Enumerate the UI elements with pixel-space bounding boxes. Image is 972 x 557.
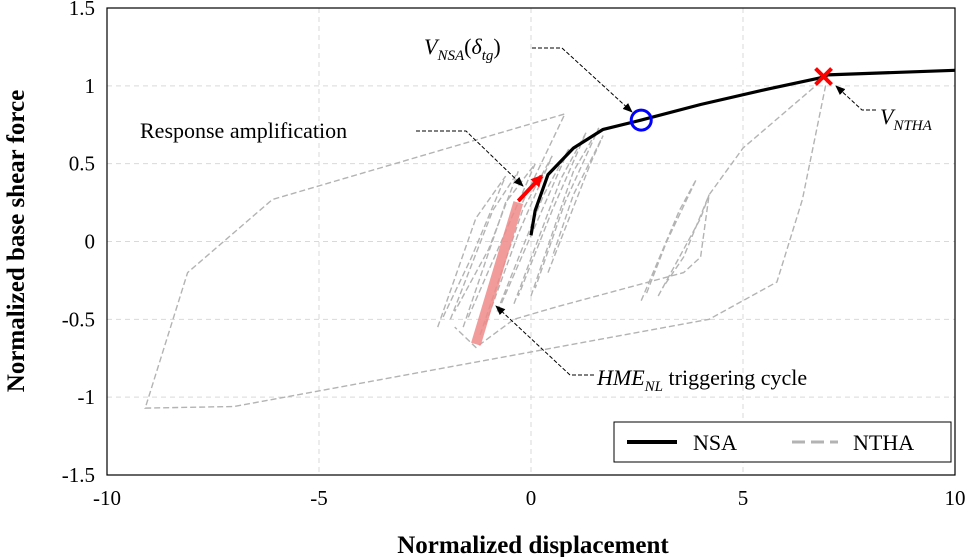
vnsa-paren-open: ( [464, 34, 471, 59]
legend: NSA NTHA [613, 421, 952, 463]
y-axis-title: Normalized base shear force [3, 90, 30, 392]
amplification-arrow-series [516, 174, 544, 203]
y-tick-label: 1.5 [69, 0, 95, 20]
response-amplification-arrow [516, 174, 544, 203]
x-tick-labels: -10 -5 0 5 10 [93, 486, 966, 510]
annotation-vntha-label: VNTHA [880, 104, 933, 134]
ntha-cycle-line [530, 127, 600, 297]
x-axis-title: Normalized displacement [397, 532, 669, 557]
y-tick-label: 0.5 [69, 152, 95, 176]
x-tick-label: -10 [93, 486, 121, 510]
vnsa-delta-sub-text: tg [482, 48, 494, 64]
annotation-response-amplification-leader [416, 130, 524, 187]
ntha-cycle-line [547, 135, 604, 273]
ntha-cycle-line [449, 171, 519, 320]
vntha-x-stroke [814, 67, 833, 86]
y-tick-labels: -1.5 -1 -0.5 0 0.5 1 1.5 [62, 0, 95, 487]
vntha-x-marker [814, 67, 833, 86]
annotation-response-amplification: Response amplification [140, 118, 524, 187]
annotation-vntha: VNTHA [835, 85, 933, 134]
annotation-vnsa: VNSA(δtg) [424, 34, 633, 113]
ntha-cycle-line [640, 178, 698, 301]
x-tick-label: -5 [310, 486, 328, 510]
annotation-vnsa-leader [532, 47, 633, 113]
annotation-hme-triggering: HMENL triggering cycle [495, 305, 807, 395]
annotation-vnsa-label: VNSA(δtg) [424, 34, 501, 64]
annotation-response-amplification-label: Response amplification [140, 118, 347, 143]
plot-frame [106, 7, 956, 476]
annotation-hme-leader [495, 305, 594, 376]
ntha-cycle-line [513, 132, 587, 305]
ntha-cycle-line [657, 194, 710, 297]
hme-suffix-text: triggering cycle [663, 365, 807, 390]
legend-label-ntha: NTHA [853, 430, 914, 455]
hme-band-series [471, 201, 524, 346]
vnsa-delta-text: δ [471, 34, 482, 59]
y-tick-label: 1 [85, 74, 96, 98]
ntha-cycle-line [437, 175, 507, 328]
annotation-hme-label: HMENL triggering cycle [596, 365, 807, 395]
y-tick-label: -1.5 [62, 463, 95, 487]
annotation-vntha-leader [835, 85, 876, 111]
vnsa-paren-close: ) [493, 34, 500, 59]
hme-base-text: HME [596, 365, 645, 390]
vnsa-circle-marker [629, 108, 653, 132]
markers [629, 67, 833, 132]
y-tick-label: -0.5 [62, 307, 95, 331]
ntha-series [144, 72, 829, 409]
y-tick-label: 0 [85, 230, 96, 254]
ntha-envelope-line [144, 72, 829, 409]
vnsa-v-text: V [424, 34, 440, 59]
x-tick-label: 0 [526, 486, 537, 510]
legend-label-nsa: NSA [693, 430, 737, 455]
x-tick-label: 5 [738, 486, 749, 510]
ntha-cycle-line [496, 147, 570, 312]
x-tick-label: 10 [945, 486, 966, 510]
hme-triggering-band [471, 201, 524, 346]
ntha-cycle-line [479, 155, 553, 336]
hme-sub-text: NL [644, 379, 663, 395]
y-tick-label: -1 [78, 385, 96, 409]
vntha-sub-text: NTHA [892, 118, 932, 134]
vntha-v-text: V [880, 104, 896, 129]
vnsa-sub-text: NSA [436, 48, 465, 64]
ntha-cycle-line [462, 163, 536, 328]
